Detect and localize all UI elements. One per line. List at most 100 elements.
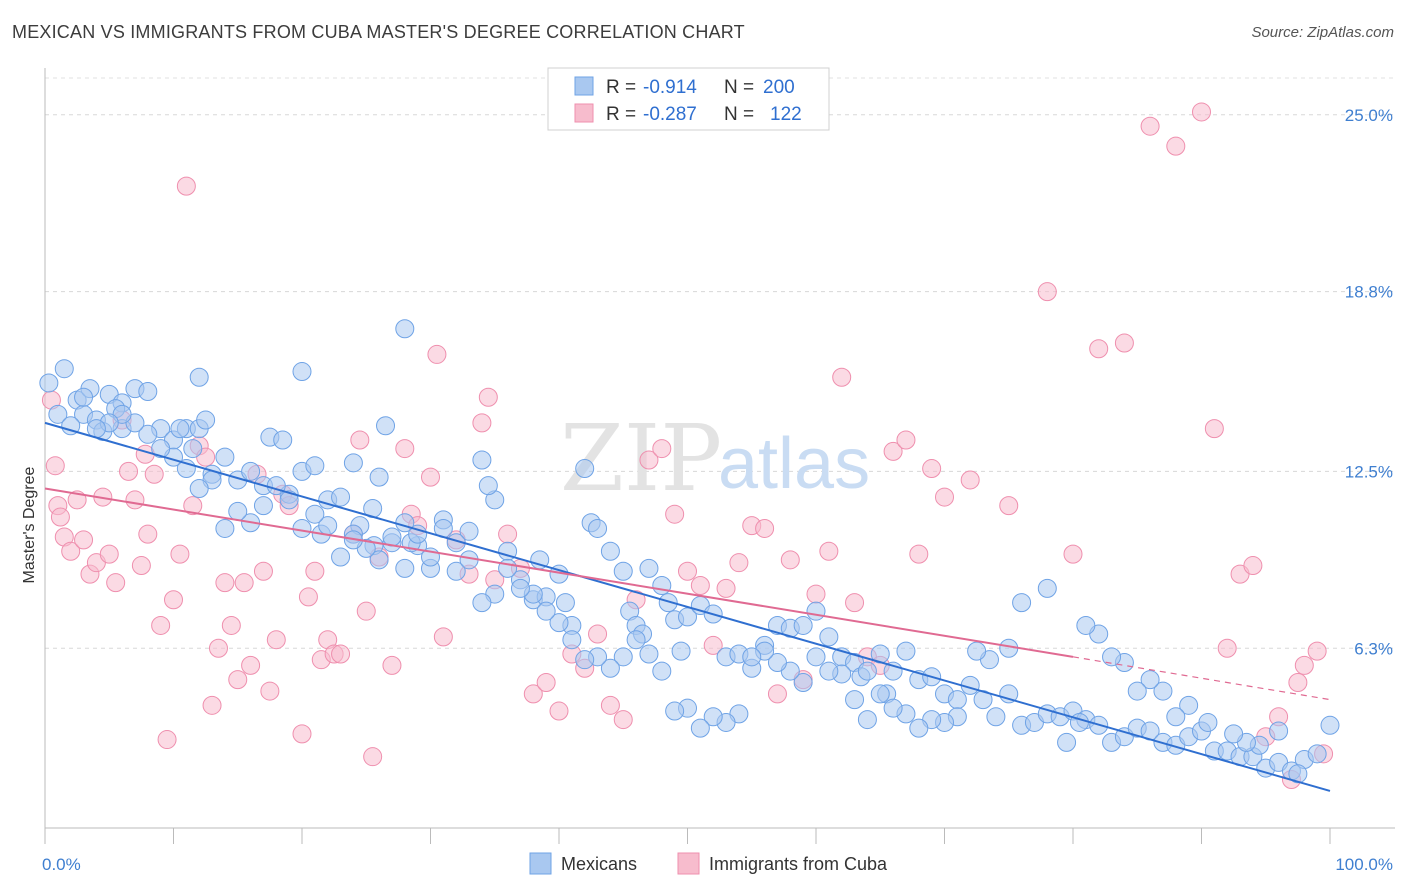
cuba-point-63 (478, 387, 498, 407)
cuba-point-98 (922, 459, 942, 479)
mexicans-point-86 (793, 615, 813, 635)
cuba-point-37 (260, 681, 280, 701)
mexicans-point-162 (819, 661, 839, 681)
cuba-point-87 (780, 550, 800, 570)
cuba-point-32 (228, 670, 248, 690)
mexicans-point-130 (1288, 764, 1308, 784)
mexicans-point-175 (652, 661, 672, 681)
cuba-point-107 (1166, 136, 1186, 156)
mexicans-point-140 (1127, 681, 1147, 701)
series-mexicans-points (39, 319, 1340, 784)
mexicans-point-18 (183, 439, 203, 459)
cuba-point-77 (652, 439, 672, 459)
axes (44, 68, 1395, 844)
mexicans-point-137 (1166, 707, 1186, 727)
stats-legend: R = -0.914 N = 200 R = -0.287 N = 122 (547, 67, 830, 131)
mexicans-point-15 (196, 410, 216, 430)
mexicans-point-72 (639, 558, 659, 578)
cuba-point-58 (427, 344, 447, 364)
legend-r-value-1: -0.914 (643, 77, 697, 98)
cuba-point-106 (1140, 116, 1160, 136)
mexicans-point-43 (395, 319, 415, 339)
cuba-point-69 (549, 701, 569, 721)
cuba-point-110 (1217, 638, 1237, 658)
y-tick-label-0: 6.3% (1354, 639, 1393, 658)
cuba-point-73 (600, 695, 620, 715)
bottom-legend-swatch-cuba (677, 852, 700, 875)
mexicans-point-92 (857, 661, 877, 681)
cuba-point-42 (298, 587, 318, 607)
cuba-point-104 (1089, 339, 1109, 359)
mexicans-point-51 (446, 561, 466, 581)
mexicans-point-23 (61, 416, 81, 436)
x-tick-labels: 0.0% 100.0% (42, 855, 1393, 874)
cuba-point-16 (131, 556, 151, 576)
legend-swatch-mexicans (574, 76, 594, 96)
mexicans-point-177 (626, 630, 646, 650)
cuba-point-24 (176, 176, 196, 196)
mexicans-point-19 (170, 419, 190, 439)
mexicans-point-142 (1102, 647, 1122, 667)
cuba-point-68 (536, 673, 556, 693)
mexicans-point-145 (1069, 712, 1089, 732)
cuba-point-59 (433, 627, 453, 647)
bottom-legend-mexicans: Mexicans (561, 854, 637, 874)
cuba-point-20 (151, 615, 171, 635)
series-cuba-points (41, 102, 1334, 790)
cuba-point-34 (241, 655, 261, 675)
mexicans-point-62 (555, 593, 575, 613)
watermark-atlas: atlas (718, 424, 870, 504)
cuba-point-95 (883, 441, 903, 461)
mexicans-point-134 (1224, 724, 1244, 744)
mexicans-point-129 (1320, 715, 1340, 735)
cuba-point-31 (221, 615, 241, 635)
mexicans-point-183 (549, 613, 569, 633)
mexicans-point-0 (39, 373, 59, 393)
bottom-legend-swatch-mexicans (529, 852, 552, 875)
cuba-point-1 (45, 456, 65, 476)
mexicans-point-215 (138, 424, 158, 444)
cuba-point-12 (106, 573, 126, 593)
mexicans-point-55 (478, 476, 498, 496)
bottom-legend-cuba: Immigrants from Cuba (709, 854, 888, 874)
cuba-point-116 (1288, 673, 1308, 693)
cuba-trend-line (44, 487, 1074, 658)
mexicans-point-1 (54, 359, 74, 379)
cuba-point-100 (960, 470, 980, 490)
mexicans-point-186 (510, 578, 530, 598)
mexicans-point-139 (1140, 670, 1160, 690)
cuba-point-108 (1192, 102, 1211, 122)
mexicans-point-96 (896, 641, 916, 661)
cuba-point-23 (170, 544, 190, 564)
cuba-point-96 (896, 430, 916, 450)
mexicans-point-88 (819, 627, 839, 647)
chart-title: MEXICAN VS IMMIGRANTS FROM CUBA MASTER'S… (12, 22, 745, 42)
cuba-point-103 (1063, 544, 1083, 564)
mexicans-point-187 (498, 558, 518, 578)
legend-r-label-2: R = (606, 104, 636, 125)
cuba-point-83 (729, 553, 749, 573)
source-label: Source: ZipAtlas.com (1251, 24, 1394, 41)
mexicans-point-73 (652, 576, 672, 596)
mexicans-point-16 (215, 447, 235, 467)
mexicans-point-103 (986, 707, 1006, 727)
cuba-point-117 (1294, 655, 1314, 675)
cuba-point-79 (678, 561, 697, 581)
mexicans-point-151 (967, 641, 987, 661)
trend-lines (44, 421, 1331, 792)
cuba-point-85 (755, 518, 775, 538)
mexicans-point-53 (472, 450, 492, 470)
cuba-point-112 (1243, 556, 1263, 576)
mexicans-point-34 (292, 362, 312, 382)
cuba-point-41 (292, 724, 312, 744)
mexicans-point-214 (151, 439, 171, 459)
mexicans-point-135 (1198, 712, 1218, 732)
y-tick-label-1: 12.5% (1345, 462, 1393, 481)
y-axis-title: Master's Degree (21, 466, 38, 583)
cuba-point-21 (157, 730, 177, 750)
mexicans-point-67 (600, 541, 620, 561)
cuba-point-22 (164, 590, 183, 610)
cuba-point-54 (395, 439, 415, 459)
legend-r-value-2: -0.287 (643, 104, 697, 125)
mexicans-point-36 (331, 487, 351, 507)
